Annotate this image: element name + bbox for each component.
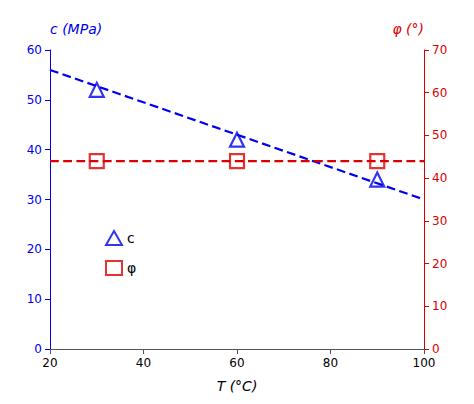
svg-text:20: 20 xyxy=(27,242,42,256)
svg-text:30: 30 xyxy=(432,214,447,228)
svg-text:10: 10 xyxy=(27,292,42,306)
svg-text:0: 0 xyxy=(34,342,42,356)
svg-text:60: 60 xyxy=(27,43,42,57)
svg-text:60: 60 xyxy=(229,356,244,370)
svg-text:φ: φ xyxy=(127,260,136,276)
svg-text:30: 30 xyxy=(27,193,42,207)
svg-text:20: 20 xyxy=(432,257,447,271)
svg-text:c: c xyxy=(127,230,135,246)
svg-text:10: 10 xyxy=(432,299,447,313)
svg-text:70: 70 xyxy=(432,43,447,57)
svg-text:60: 60 xyxy=(432,86,447,100)
svg-text:40: 40 xyxy=(432,171,447,185)
svg-text:20: 20 xyxy=(42,356,57,370)
svg-text:0: 0 xyxy=(432,342,440,356)
svg-text:80: 80 xyxy=(323,356,338,370)
svg-text:c (MPa): c (MPa) xyxy=(50,21,102,37)
svg-text:100: 100 xyxy=(413,356,436,370)
svg-text:φ (°): φ (°) xyxy=(392,21,424,37)
svg-text:50: 50 xyxy=(432,128,447,142)
svg-text:T (°C): T (°C) xyxy=(217,378,258,394)
svg-text:40: 40 xyxy=(27,143,42,157)
svg-text:50: 50 xyxy=(27,93,42,107)
svg-text:40: 40 xyxy=(136,356,151,370)
